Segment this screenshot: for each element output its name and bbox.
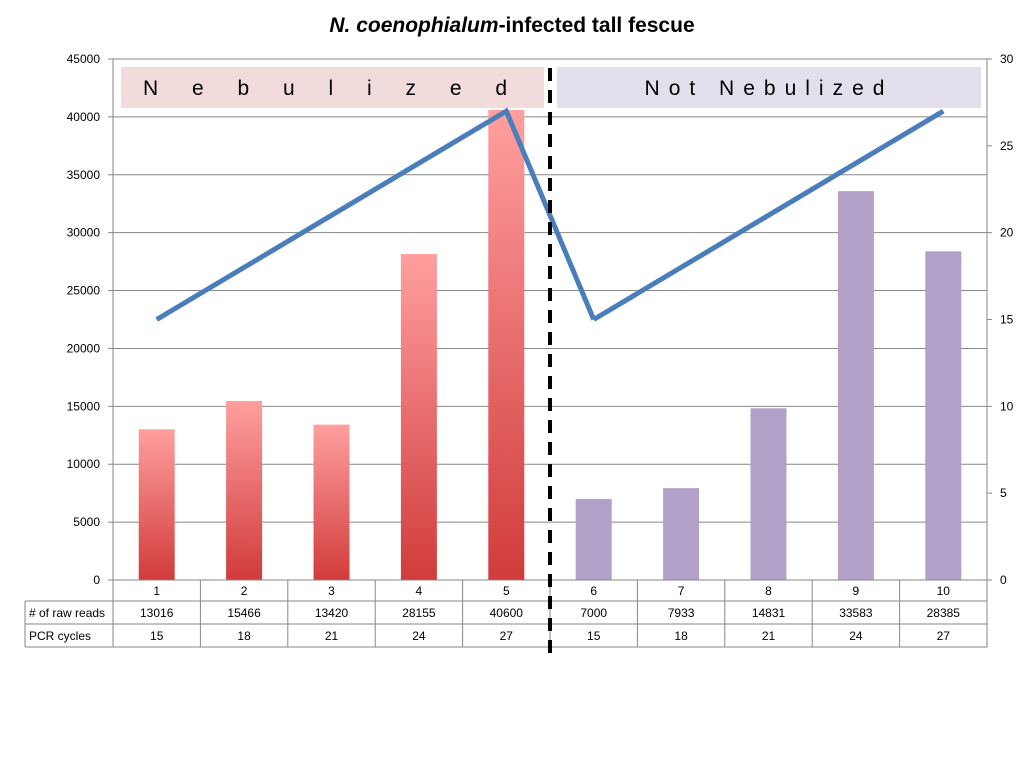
- chart-title: N. coenophialum-infected tall fescue: [0, 14, 1024, 38]
- table-cell-raw-reads: 7933: [668, 606, 695, 620]
- table-cell-pcr-cycles: 15: [587, 629, 601, 643]
- y-left-tick-label: 40000: [67, 110, 101, 124]
- y-right-tick-label: 20: [1000, 226, 1014, 240]
- bar-7: [663, 488, 700, 580]
- x-tick-label: 10: [937, 584, 951, 598]
- bar-2: [226, 400, 263, 580]
- group-label-box-nebulized: [121, 67, 544, 108]
- x-tick-label: 4: [416, 584, 423, 598]
- x-tick-label: 8: [765, 584, 772, 598]
- bar-4: [400, 254, 437, 581]
- x-tick-label: 1: [153, 584, 160, 598]
- table-cell-raw-reads: 28385: [927, 606, 961, 620]
- table-cell-pcr-cycles: 27: [937, 629, 951, 643]
- bar-1: [138, 429, 175, 580]
- bar-5: [488, 109, 525, 580]
- y-left-tick-label: 15000: [67, 399, 101, 413]
- bar-6: [575, 498, 612, 580]
- chart-title-rest: -infected tall fescue: [498, 14, 695, 37]
- table-row-label-pcr-cycles: PCR cycles: [29, 629, 91, 643]
- y-left-tick-label: 5000: [73, 515, 100, 529]
- y-left-tick-label: 35000: [67, 168, 101, 182]
- table-cell-raw-reads: 40600: [490, 606, 524, 620]
- table-cell-pcr-cycles: 18: [237, 629, 251, 643]
- table-cell-pcr-cycles: 15: [150, 629, 164, 643]
- y-right-tick-label: 0: [1000, 573, 1007, 587]
- chart-title-italic: N. coenophialum: [329, 14, 499, 37]
- table-cell-raw-reads: 33583: [839, 606, 873, 620]
- y-left-tick-label: 20000: [67, 341, 101, 355]
- x-tick-label: 7: [678, 584, 685, 598]
- group-label-nebulized: N e b u l i z e d: [143, 77, 521, 100]
- x-tick-label: 3: [328, 584, 335, 598]
- group-label-box-not-nebulized: [557, 67, 981, 108]
- table-cell-pcr-cycles: 18: [674, 629, 688, 643]
- bar-10: [925, 251, 962, 580]
- x-tick-label: 2: [241, 584, 248, 598]
- table-cell-raw-reads: 14831: [752, 606, 786, 620]
- table-cell-raw-reads: 7000: [580, 606, 607, 620]
- y-left-tick-label: 10000: [67, 457, 101, 471]
- table-cell-raw-reads: 13420: [315, 606, 349, 620]
- line-series-pcr-cycles-a: [155, 107, 597, 322]
- bar-8: [750, 408, 787, 580]
- x-tick-label: 5: [503, 584, 510, 598]
- bar-3: [313, 424, 350, 580]
- bar-9: [837, 191, 874, 581]
- table-cell-pcr-cycles: 24: [849, 629, 863, 643]
- x-tick-label: 9: [853, 584, 860, 598]
- y-left-tick-label: 25000: [67, 284, 101, 298]
- table-cell-raw-reads: 15466: [227, 606, 261, 620]
- group-label-not-nebulized: Not Nebulized: [645, 77, 894, 100]
- line-series-pcr-cycles-b: [592, 108, 945, 322]
- y-right-tick-label: 5: [1000, 486, 1007, 500]
- table-cell-pcr-cycles: 24: [412, 629, 426, 643]
- table-cell-pcr-cycles: 21: [325, 629, 339, 643]
- y-left-tick-label: 0: [93, 573, 100, 587]
- y-left-tick-label: 45000: [67, 52, 101, 66]
- y-right-tick-label: 10: [1000, 399, 1014, 413]
- y-right-tick-label: 25: [1000, 139, 1014, 153]
- y-left-tick-label: 30000: [67, 226, 101, 240]
- x-tick-label: 6: [590, 584, 597, 598]
- table-cell-pcr-cycles: 27: [500, 629, 514, 643]
- y-right-tick-label: 15: [1000, 313, 1014, 327]
- table-row-label-raw-reads: # of raw reads: [29, 606, 105, 620]
- y-right-tick-label: 30: [1000, 52, 1014, 66]
- table-cell-raw-reads: 28155: [402, 606, 436, 620]
- table-cell-pcr-cycles: 21: [762, 629, 776, 643]
- table-cell-raw-reads: 13016: [140, 606, 174, 620]
